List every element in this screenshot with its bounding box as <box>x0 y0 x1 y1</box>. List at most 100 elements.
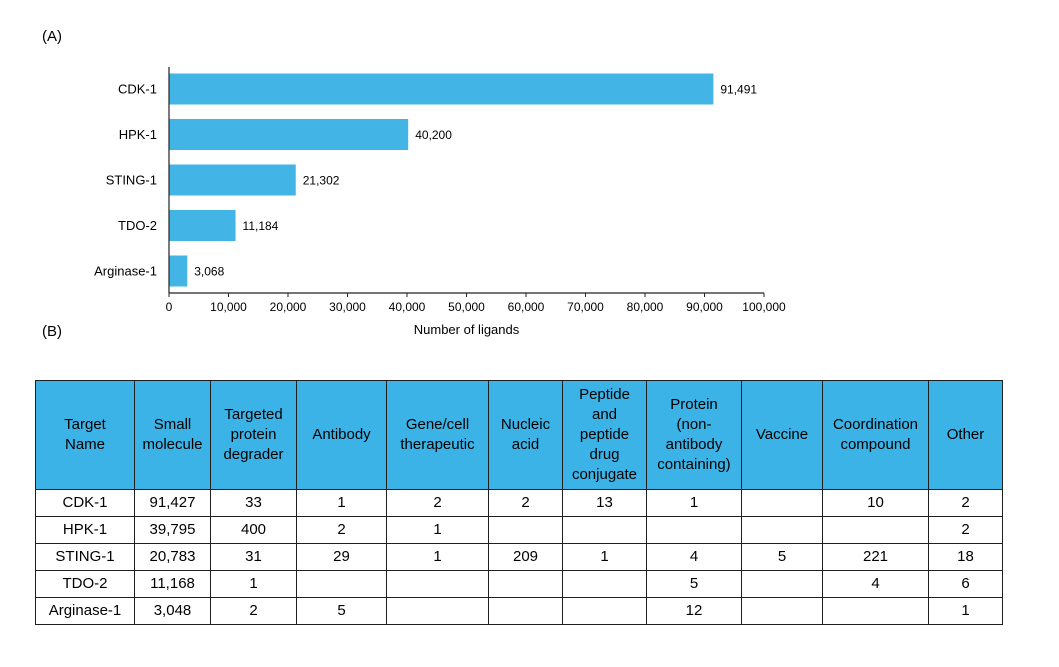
x-tick-label: 60,000 <box>508 300 545 314</box>
column-header: Peptide and peptide drug conjugate <box>562 380 647 490</box>
column-header-line: Antibody <box>312 426 371 443</box>
bar-tdo-2 <box>169 210 236 241</box>
column-header-line: antibody <box>665 436 723 453</box>
column-header: Targeted protein degrader <box>210 380 297 490</box>
column-header: Vaccine <box>741 380 823 490</box>
bar-arginase-1 <box>169 255 188 287</box>
column-header: Protein (non-antibody containing) <box>646 380 742 490</box>
column-header-line: drug <box>589 446 620 463</box>
header-row: Target Name Small molecule Targeted protein de… <box>35 380 1003 490</box>
table-cell: 11,168 <box>134 570 211 598</box>
table-cell: 13 <box>562 489 647 517</box>
table-cell: 209 <box>488 543 563 571</box>
x-tick-label: 80,000 <box>627 300 664 314</box>
target-name-cell: STING-1 <box>35 543 135 571</box>
column-header-line: and <box>591 406 618 423</box>
table-cell <box>741 489 823 517</box>
table-cell <box>562 570 647 598</box>
column-header-line: acid <box>511 436 540 453</box>
table-cell <box>296 570 387 598</box>
value-label: 3,068 <box>194 265 224 279</box>
value-label: 40,200 <box>415 128 452 142</box>
bar-cdk-1 <box>169 73 714 105</box>
table-cell <box>741 597 823 625</box>
column-header-line: Small <box>153 416 192 433</box>
column-header: Nucleic acid <box>488 380 563 490</box>
category-label: HPK-1 <box>119 127 157 142</box>
table-cell: 31 <box>210 543 297 571</box>
x-tick-label: 20,000 <box>270 300 307 314</box>
table-cell: 39,795 <box>134 516 211 544</box>
value-label: 91,491 <box>720 83 757 97</box>
table-cell <box>488 597 563 625</box>
table-cell: 1 <box>386 516 489 544</box>
x-tick-label: 50,000 <box>448 300 485 314</box>
table-cell: 5 <box>296 597 387 625</box>
ligand-table-container: Target Name Small molecule Targeted protein de… <box>35 380 1003 625</box>
bar-chart: CDK-1 91,491 HPK-1 40,200 STING-1 21,302 TDO-2… <box>94 67 786 337</box>
column-header-line: compound <box>840 436 911 453</box>
table-cell: 1 <box>386 543 489 571</box>
table-cell <box>646 516 742 544</box>
table-cell: 18 <box>928 543 1003 571</box>
table-row: STING-1 20,783 31 29 1 209 1 4 5 221 18 <box>35 543 1003 571</box>
category-label: CDK-1 <box>118 82 157 97</box>
column-header-line: (non- <box>676 416 712 433</box>
table-cell: 6 <box>928 570 1003 598</box>
x-tick-label: 100,000 <box>742 300 786 314</box>
table-header: Target Name Small molecule Targeted protein de… <box>35 380 1003 490</box>
table-cell: 2 <box>296 516 387 544</box>
column-header-line: Other <box>946 426 985 443</box>
x-axis-title: Number of ligands <box>414 322 520 337</box>
table-cell: 2 <box>386 489 489 517</box>
bar-hpk-1 <box>169 119 409 150</box>
table-cell: 1 <box>928 597 1003 625</box>
target-name-cell: HPK-1 <box>35 516 135 544</box>
table-cell: 10 <box>822 489 929 517</box>
column-header: Target Name <box>35 380 135 490</box>
x-tick-label: 10,000 <box>210 300 247 314</box>
panel-a-label: (A) <box>42 28 62 45</box>
column-header-line: therapeutic <box>400 436 475 453</box>
column-header-line: Name <box>64 436 105 453</box>
value-label: 11,184 <box>243 219 279 233</box>
table-cell: 1 <box>646 489 742 517</box>
column-header-line: conjugate <box>571 466 638 483</box>
ligand-table: Target Name Small molecule Targeted protein de… <box>35 380 1003 625</box>
table-cell: 20,783 <box>134 543 211 571</box>
table-cell: 2 <box>488 489 563 517</box>
column-header: Coordination compound <box>822 380 929 490</box>
category-label: TDO-2 <box>118 218 157 233</box>
column-header-line: Protein <box>670 396 718 413</box>
table-cell: 221 <box>822 543 929 571</box>
table-row: CDK-1 91,427 33 1 2 2 13 1 10 2 <box>35 489 1003 517</box>
table-cell: 3,048 <box>134 597 211 625</box>
table-cell <box>488 516 563 544</box>
x-tick-label: 70,000 <box>567 300 604 314</box>
column-header: Gene/cell therapeutic <box>386 380 489 490</box>
table-cell <box>488 570 563 598</box>
column-header-line: Peptide <box>579 386 630 403</box>
table-cell: 29 <box>296 543 387 571</box>
table-cell: 33 <box>210 489 297 517</box>
column-header: Antibody <box>296 380 387 490</box>
column-header-line: degrader <box>223 446 284 463</box>
category-label: STING-1 <box>106 173 157 188</box>
x-tick-label: 90,000 <box>686 300 723 314</box>
table-cell: 5 <box>741 543 823 571</box>
column-header-line: Targeted <box>224 406 283 423</box>
column-header-line: Nucleic <box>500 416 551 433</box>
table-cell: 12 <box>646 597 742 625</box>
table-body: CDK-1 91,427 33 1 2 2 13 1 10 2 HPK-1 39,795 400 2 1 2 S… <box>35 489 1003 625</box>
table-cell <box>822 597 929 625</box>
table-cell: 91,427 <box>134 489 211 517</box>
column-header-line: Vaccine <box>755 426 809 443</box>
x-tick-label: 30,000 <box>329 300 366 314</box>
column-header-line: peptide <box>579 426 630 443</box>
category-label: Arginase-1 <box>94 264 157 279</box>
table-row: HPK-1 39,795 400 2 1 2 <box>35 516 1003 544</box>
x-tick-label: 40,000 <box>389 300 426 314</box>
column-header-line: protein <box>230 426 277 443</box>
table-cell: 2 <box>928 489 1003 517</box>
panel-b-label: (B) <box>42 323 62 340</box>
